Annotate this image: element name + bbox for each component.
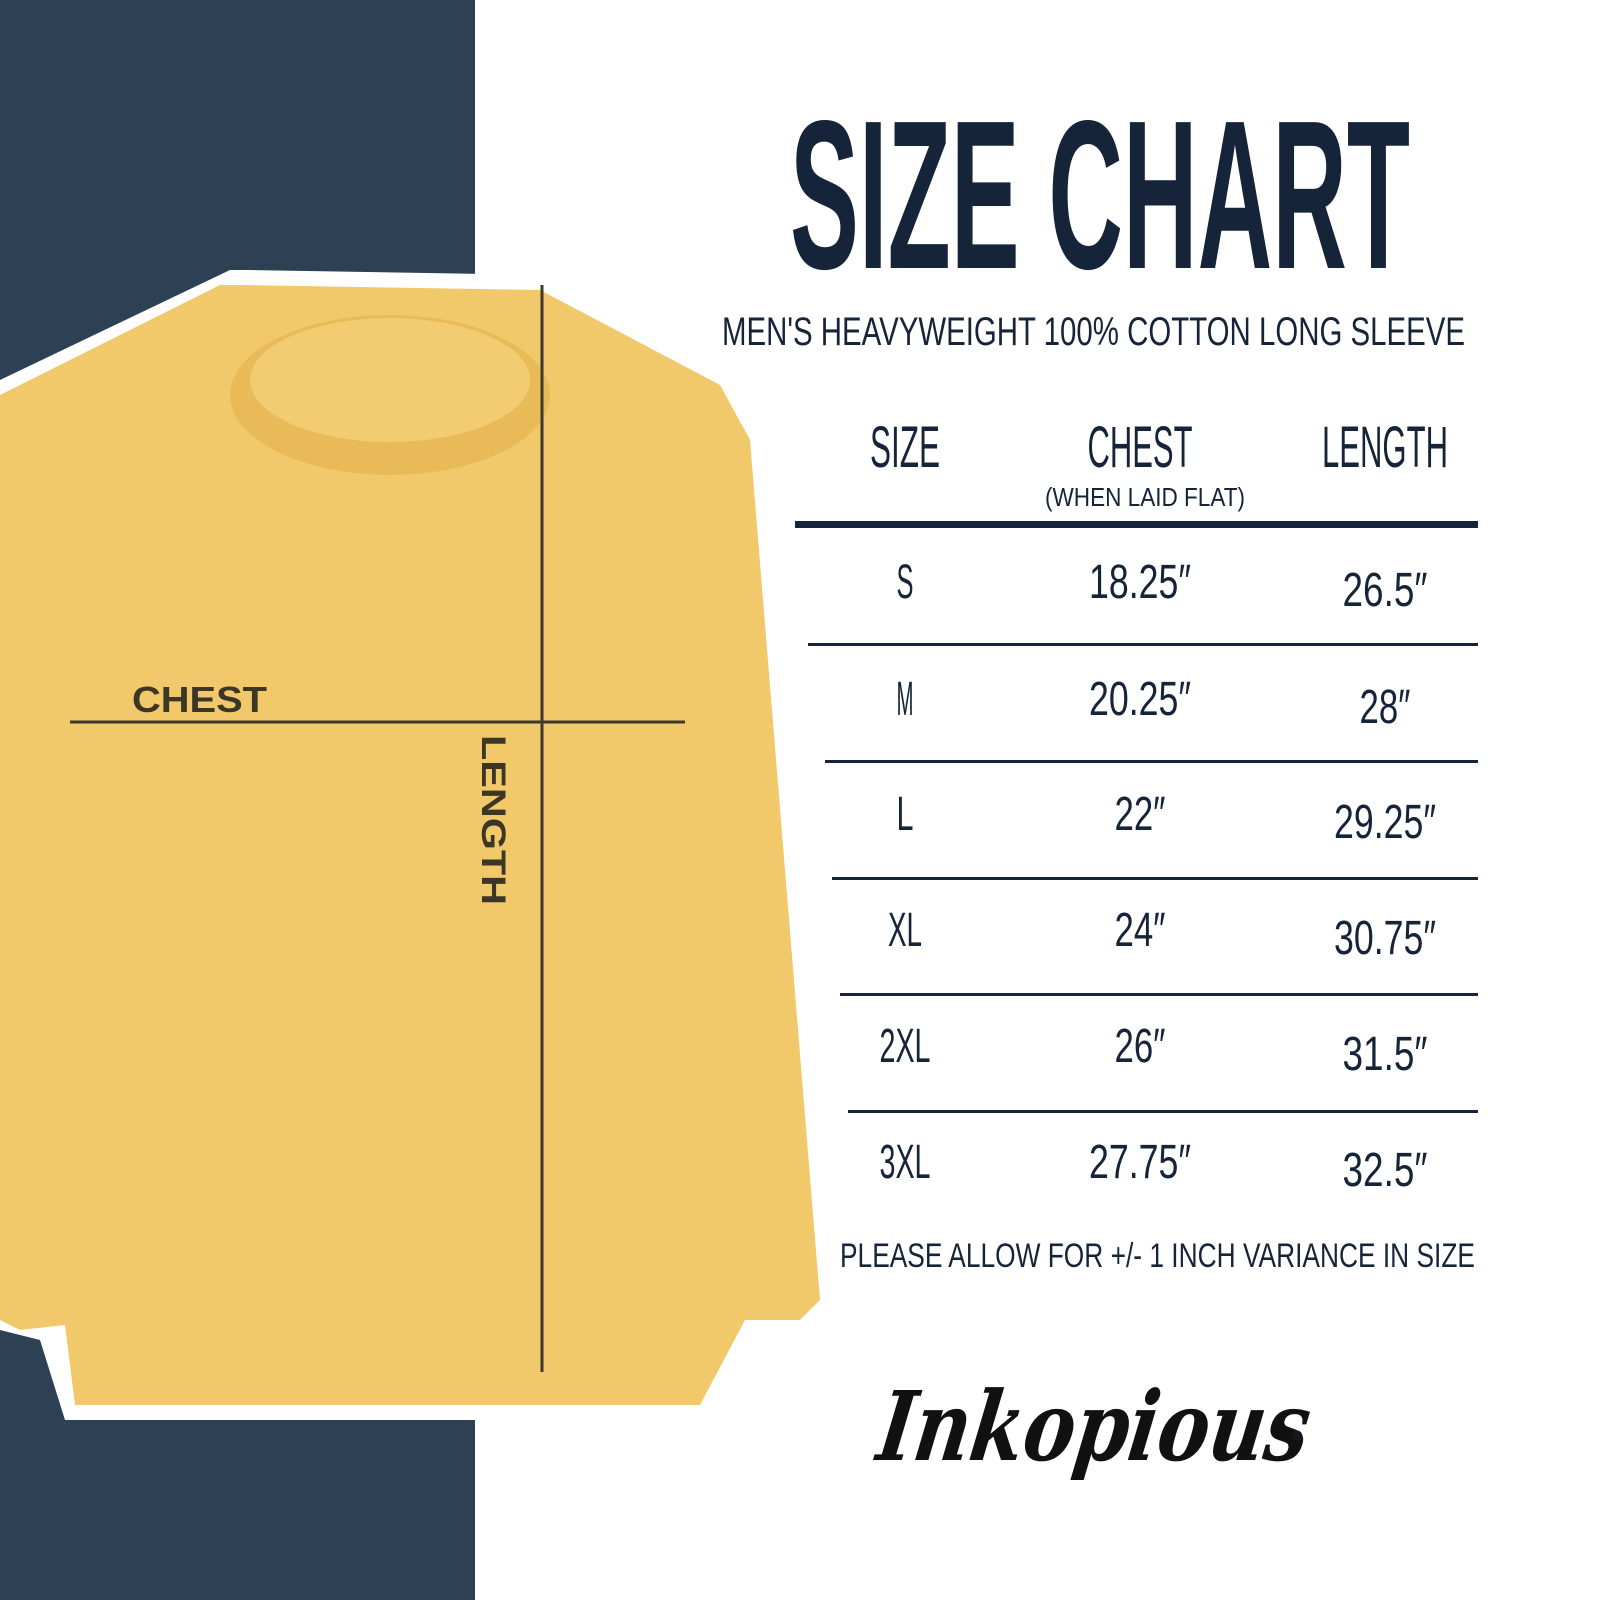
cell-length: 30.75″ xyxy=(1334,912,1436,965)
cell-size: XL xyxy=(888,904,922,957)
header-length: LENGTH xyxy=(1322,415,1448,480)
size-table: SIZE CHEST LENGTH (WHEN LAID FLAT) S 18.2… xyxy=(795,415,1478,1197)
header-size: SIZE xyxy=(870,415,940,480)
chest-note: (WHEN LAID FLAT) xyxy=(1045,482,1245,512)
cell-chest: 26″ xyxy=(1115,1020,1166,1073)
subtitle: MEN'S HEAVYWEIGHT 100% COTTON LONG SLEEV… xyxy=(722,310,1465,354)
row-divider xyxy=(840,993,1478,996)
cell-size: S xyxy=(897,556,914,609)
cell-length: 32.5″ xyxy=(1343,1144,1428,1197)
cell-chest: 20.25″ xyxy=(1089,673,1191,726)
shirt-illustration xyxy=(0,270,835,1420)
cell-size: 3XL xyxy=(880,1136,931,1189)
header-divider xyxy=(795,521,1478,528)
logo-text: Inkopious xyxy=(869,1369,1317,1482)
registered-mark: ® xyxy=(1292,1427,1303,1443)
cell-size: L xyxy=(897,788,914,841)
cell-length: 29.25″ xyxy=(1334,796,1436,849)
cell-chest: 18.25″ xyxy=(1089,556,1191,609)
page-title: SIZE CHART xyxy=(790,76,1410,313)
row-divider xyxy=(848,1110,1478,1113)
variance-note: PLEASE ALLOW FOR +/- 1 INCH VARIANCE IN … xyxy=(840,1237,1475,1275)
header-chest: CHEST xyxy=(1088,415,1193,480)
cell-chest: 27.75″ xyxy=(1089,1136,1191,1189)
cell-size: M xyxy=(897,673,914,726)
cell-chest: 24″ xyxy=(1115,904,1166,957)
length-label: LENGTH xyxy=(474,735,512,905)
cell-length: 26.5″ xyxy=(1343,564,1428,617)
row-divider xyxy=(832,877,1478,880)
row-divider xyxy=(825,760,1478,763)
cell-chest: 22″ xyxy=(1115,788,1166,841)
chest-label: CHEST xyxy=(132,679,267,720)
inkopious-logo: Inkopious ® xyxy=(869,1369,1317,1482)
cell-length: 31.5″ xyxy=(1343,1028,1428,1081)
cell-length: 28″ xyxy=(1360,681,1411,734)
row-divider xyxy=(808,643,1478,646)
cell-size: 2XL xyxy=(880,1020,931,1073)
